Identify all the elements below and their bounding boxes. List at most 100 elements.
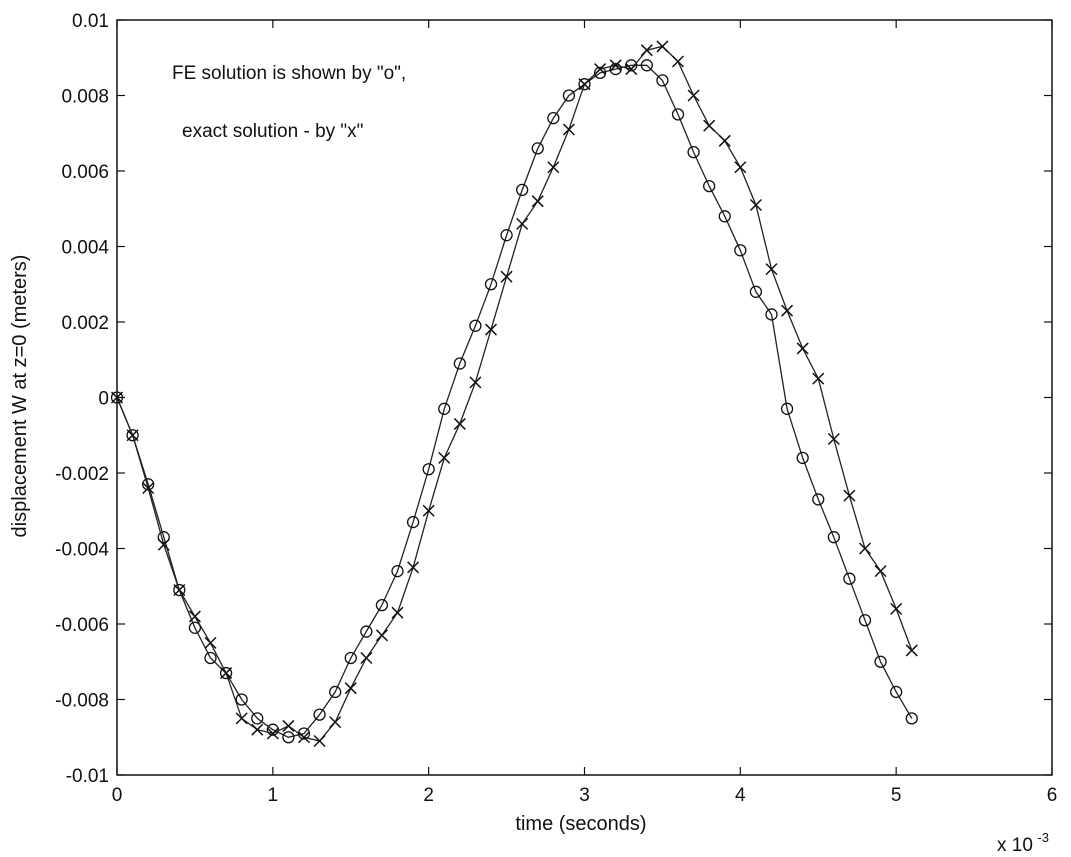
fe-point [609, 62, 622, 76]
plot-frame [116, 19, 1053, 776]
exact-point [781, 304, 794, 317]
fe-point [453, 357, 466, 370]
exact-point [765, 263, 778, 276]
exact-point [671, 55, 685, 68]
fe-point [391, 565, 404, 578]
fe-point [219, 666, 233, 680]
fe-point [858, 614, 872, 627]
exact-point [687, 89, 700, 102]
fe-point [874, 655, 887, 668]
fe-point [905, 712, 918, 725]
fe-point [531, 142, 544, 155]
x-tick-label: 4 [735, 785, 746, 806]
fe-point [812, 493, 825, 506]
fe-point [765, 308, 778, 321]
fe-point [204, 651, 217, 665]
fe-point [734, 244, 747, 257]
fe-point [625, 59, 638, 72]
exact-point [703, 119, 716, 132]
exact-point [235, 712, 248, 725]
exact-point [547, 161, 560, 174]
fe-point [375, 598, 389, 612]
x-tick-label: 1 [268, 785, 279, 806]
fe-point [235, 693, 248, 706]
exact-point [874, 565, 887, 578]
fe-point [313, 708, 326, 721]
exact-point [297, 731, 311, 744]
fe-point [843, 572, 856, 585]
exact-point [843, 489, 856, 502]
annotation-line-1: FE solution is shown by "o", [172, 63, 406, 84]
exact-point [220, 667, 233, 680]
exact-point [625, 63, 638, 76]
fe-point [406, 515, 420, 529]
fe-point [126, 429, 139, 442]
exact-point [453, 417, 466, 430]
fe-point [703, 179, 716, 193]
exact-point [812, 372, 825, 385]
exact-point [827, 432, 840, 446]
exact-point [578, 78, 591, 91]
fe-point [718, 210, 731, 223]
fe-point [687, 145, 700, 159]
y-axis-label: displacement W at z=0 (meters) [9, 255, 31, 538]
fe-point [251, 712, 264, 725]
exact-point [188, 610, 201, 623]
fe-point [593, 66, 607, 79]
exact-point [360, 651, 373, 665]
y-tick-label: 0.01 [72, 11, 109, 32]
y-tick-label: -0.008 [55, 691, 109, 712]
exact-point [407, 561, 420, 574]
y-tick-label: 0.006 [61, 162, 109, 183]
exact-point [204, 636, 217, 649]
fe-point [547, 112, 560, 125]
fe-point [890, 685, 903, 699]
exact-point [173, 583, 186, 597]
fe-point [780, 402, 794, 415]
x-tick-label: 0 [112, 785, 123, 806]
series-fe-line [116, 64, 913, 738]
x-axis-ticks: 0 1 2 3 4 5 6 [112, 20, 1057, 806]
fe-point [266, 723, 279, 736]
fe-point [827, 531, 840, 544]
exact-point [531, 195, 544, 208]
x-scale-note: x 10 -3 [997, 830, 1049, 856]
exact-point [438, 451, 451, 464]
exact-point [484, 323, 498, 336]
y-axis-ticks: -0.01 -0.008 -0.006 -0.004 -0.002 0 0.002 0.004… [55, 11, 1052, 787]
x-scale-base: x 10 [997, 835, 1033, 856]
exact-point [656, 40, 669, 53]
fe-point [438, 402, 451, 415]
fe-point [796, 451, 809, 465]
exact-point [734, 161, 747, 174]
x-tick-label: 5 [891, 785, 902, 806]
fe-point [656, 74, 669, 87]
exact-point [609, 59, 622, 72]
x-tick-label: 2 [423, 785, 434, 806]
x-scale-exponent: -3 [1037, 830, 1049, 845]
fe-point [562, 89, 576, 102]
fe-point [578, 78, 591, 91]
y-tick-label: 0.008 [61, 87, 109, 108]
fe-point [329, 685, 342, 699]
fe-point [282, 731, 295, 744]
exact-point [344, 682, 357, 695]
fe-point [469, 319, 482, 332]
fe-point [188, 621, 202, 634]
fe-point [344, 651, 357, 665]
exact-point [251, 723, 264, 736]
x-axis-label: time (seconds) [515, 813, 646, 835]
exact-point [594, 63, 607, 76]
exact-point [718, 134, 731, 147]
y-tick-label: -0.006 [55, 615, 109, 636]
y-tick-label: -0.004 [55, 540, 109, 561]
exact-point [375, 629, 388, 642]
fe-point [173, 583, 186, 597]
exact-point [796, 342, 809, 355]
exact-point [469, 376, 482, 389]
fe-point [484, 278, 498, 291]
y-tick-label: -0.01 [66, 766, 109, 787]
exact-point [500, 270, 513, 283]
